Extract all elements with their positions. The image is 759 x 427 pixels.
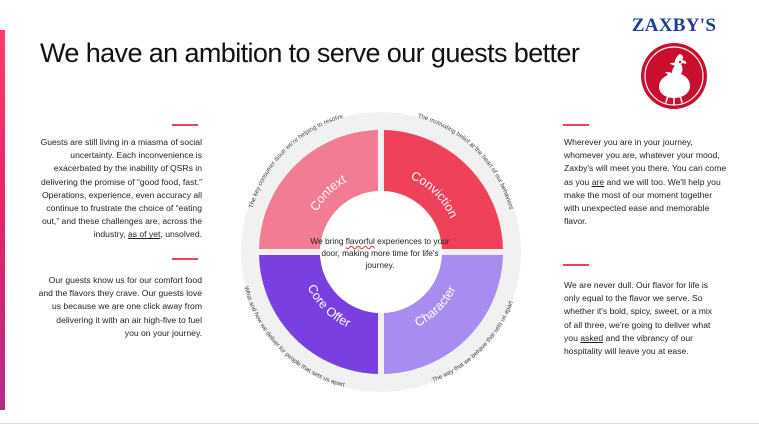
paragraph-line: Wherever you are in your journey, xyxy=(564,137,693,147)
page-title: We have an ambition to serve our guests … xyxy=(40,38,580,68)
character-segment xyxy=(383,254,503,374)
center-statement-line-1: We bring flavorful experiences to your xyxy=(310,236,450,246)
underlined-word: as of yet xyxy=(127,229,161,240)
paragraph-line: whether it's bold, spicy, sweet, or a mi… xyxy=(564,306,713,317)
paragraph-line: hospitality will leave you at ease. xyxy=(564,346,689,357)
accent-dash-top-left xyxy=(172,124,198,126)
underlined-word: asked xyxy=(580,332,604,343)
paragraph-line: delivering it with an air high-five to f… xyxy=(56,314,202,325)
accent-dash-bottom-right xyxy=(563,264,589,266)
paragraph-line: exacerbated by the inability of QSRs in xyxy=(53,163,202,174)
character-paragraph: We are never dull. Our flavor for life i… xyxy=(564,279,754,358)
brand-pillars-diagram: The key consumer issue we're helping to … xyxy=(241,112,521,392)
underlined-word: are xyxy=(591,176,605,187)
paragraph-line: make the most of our moment together xyxy=(564,189,713,200)
paragraph-line: flavor. xyxy=(564,216,587,227)
paragraph-line: of all three, we're going to deliver wha… xyxy=(564,319,711,330)
edge-accent-bar xyxy=(0,30,5,410)
brand-logo-text: ZAXBY'S xyxy=(631,15,717,36)
accent-dash-top-right xyxy=(563,124,589,126)
paragraph-line: Operations, experience, even accuracy al… xyxy=(41,189,202,200)
paragraph-line: only equal to the flavor we serve. So xyxy=(564,293,703,304)
context-paragraph: Guests are still living in a miasma of s… xyxy=(22,136,202,242)
conviction-paragraph: Wherever you are in your journey, whomev… xyxy=(564,136,754,228)
paragraph-line: as you are and we will too. We'll help y… xyxy=(564,176,721,187)
paragraph-line: you asked and the vibrancy of our xyxy=(564,332,693,343)
center-statement: We bring flavorful experiences to your d… xyxy=(310,235,450,271)
paragraph-line: Zaxby's will meet you there. You can com… xyxy=(564,163,727,174)
paragraph-line: delivering the promise of “good food, fa… xyxy=(41,176,202,187)
conviction-segment xyxy=(383,130,503,250)
paragraph-line: out,” and these challenges are, across t… xyxy=(41,216,202,227)
footer-divider xyxy=(0,423,759,424)
chicken-emblem-icon xyxy=(641,43,707,109)
paragraph-line: Our guests know us for our comfort food xyxy=(48,275,202,285)
paragraph-line: industry, as of yet, unsolved. xyxy=(93,229,202,240)
paragraph-line: us because we are one click away from xyxy=(52,301,202,312)
paragraph-line: you on your journey. xyxy=(124,327,202,338)
core-offer-paragraph: Our guests know us for our comfort food … xyxy=(22,274,202,340)
paragraph-line: We are never dull. Our flavor for life i… xyxy=(564,280,709,290)
accent-dash-bottom-left xyxy=(172,258,198,260)
context-segment xyxy=(259,130,379,250)
center-circle xyxy=(320,191,442,313)
paragraph-line: and the flavors they crave. Our guests l… xyxy=(38,288,202,299)
core-offer-segment xyxy=(259,254,379,374)
center-statement-line-2: door, making more time for life's journe… xyxy=(321,248,439,270)
paragraph-line: with unexpected ease and memorable xyxy=(564,203,710,214)
paragraph-line: Guests are still living in a miasma of s… xyxy=(40,137,202,147)
paragraph-line: uncertainty. Each inconvenience is xyxy=(70,150,202,161)
paragraph-line: continue to frustrate the choice of “eat… xyxy=(46,203,202,214)
paragraph-line: whomever you are, whatever your mood, xyxy=(564,150,720,161)
